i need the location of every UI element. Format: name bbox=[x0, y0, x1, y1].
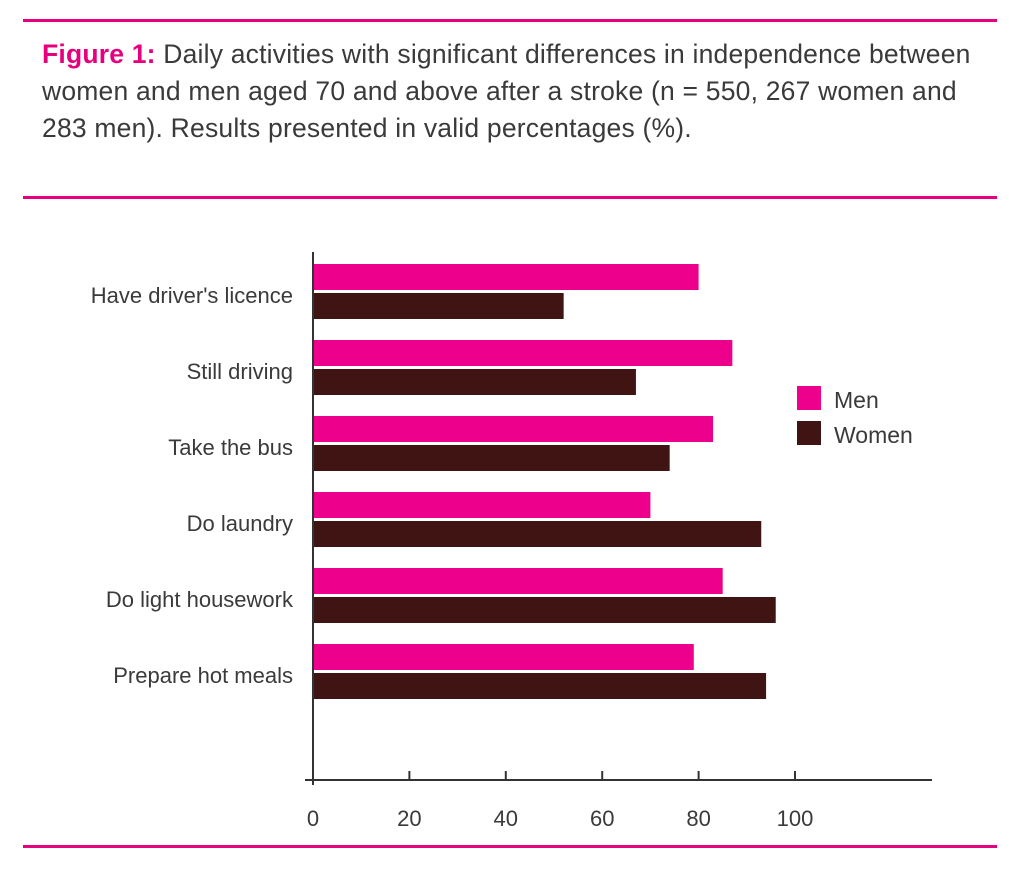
category-label: Do laundry bbox=[187, 511, 293, 536]
caption-text: Daily activities with significant differ… bbox=[42, 39, 971, 143]
bar-men bbox=[313, 416, 714, 442]
bar-men bbox=[313, 264, 699, 290]
x-tick-label: 60 bbox=[590, 806, 614, 831]
bar-women bbox=[313, 369, 636, 395]
caption-rule bbox=[23, 196, 997, 199]
category-label: Prepare hot meals bbox=[113, 663, 293, 688]
legend-label-women: Women bbox=[834, 422, 913, 448]
figure-label: Figure 1: bbox=[42, 39, 156, 69]
x-tick-label: 40 bbox=[494, 806, 518, 831]
legend-swatch-men bbox=[797, 386, 821, 410]
x-tick-label: 100 bbox=[777, 806, 814, 831]
category-label: Still driving bbox=[187, 359, 293, 384]
bottom-rule bbox=[23, 845, 997, 848]
bar-women bbox=[313, 445, 670, 471]
x-tick-label: 0 bbox=[307, 806, 319, 831]
bar-women bbox=[313, 597, 776, 623]
category-label: Do light housework bbox=[106, 587, 294, 612]
top-rule bbox=[23, 19, 997, 22]
bar-men bbox=[313, 644, 694, 670]
x-tick-label: 80 bbox=[686, 806, 710, 831]
bar-men bbox=[313, 340, 733, 366]
legend-swatch-women bbox=[797, 421, 821, 445]
legend-label-men: Men bbox=[834, 387, 879, 413]
bar-men bbox=[313, 492, 651, 518]
category-label: Have driver's licence bbox=[91, 283, 293, 308]
bar-women bbox=[313, 293, 564, 319]
figure-caption: Figure 1: Daily activities with signific… bbox=[42, 36, 992, 147]
x-tick-label: 20 bbox=[397, 806, 421, 831]
bar-women bbox=[313, 673, 767, 699]
category-label: Take the bus bbox=[168, 435, 293, 460]
bar-women bbox=[313, 521, 762, 547]
bar-men bbox=[313, 568, 723, 594]
